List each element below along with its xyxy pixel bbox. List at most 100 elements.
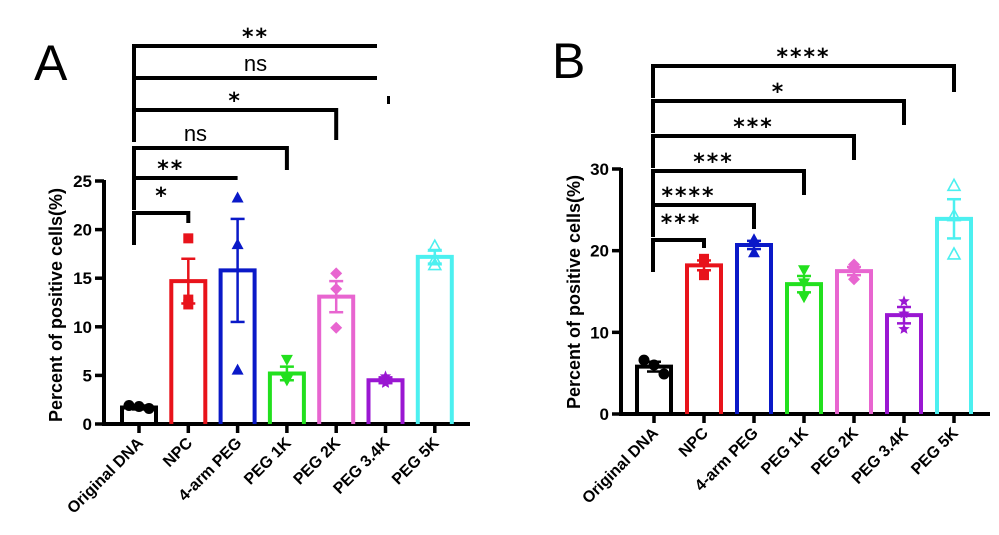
panel-a-x-tick-label-peg-1k: PEG 1K [241, 434, 295, 488]
panel-a-bar-peg-2k [317, 294, 356, 424]
panel-a-data-point-peg-1k [280, 354, 293, 366]
panel-a-data-point-peg-2k [330, 282, 343, 295]
panel-a-significance-label-peg-5k: ** [242, 25, 269, 50]
panel-a-significance-label-peg-3-4k: ns [244, 51, 267, 76]
panel-a-bracket-line-peg-1k [132, 146, 289, 180]
panel-a: A Percent of positive cells(%) 0 5 10 15 20 2… [34, 25, 470, 517]
panel-b-bar-4-arm-peg [735, 242, 773, 414]
panel-a-bracket-line-peg-3-4k [132, 76, 377, 110]
panel-a-data-point-peg-3-4k [379, 370, 392, 382]
panel-a-letter: A [34, 35, 68, 91]
panel-a-data-point-peg-5k [427, 238, 443, 252]
panel-a-y-tick-label: 15 [73, 269, 92, 288]
panel-b-significance: ****************** [651, 45, 956, 272]
panel-a-y-tick-label: 25 [73, 172, 92, 191]
panel-b-bracket-peg-1k: *** [651, 150, 806, 203]
panel-a-data-point-peg-5k [427, 256, 443, 271]
panel-a-data-point-original-dna [133, 401, 145, 413]
panel-a-bar-group-peg-1k [267, 354, 306, 424]
panel-b-significance-label-npc: *** [661, 211, 702, 236]
panel-a-data-point-peg-2k [330, 267, 343, 280]
panel-b-y-tick-label: 10 [590, 323, 609, 342]
panel-a-bar-group-npc [169, 233, 208, 424]
panel-b-bracket-peg-3-4k: * [651, 80, 906, 133]
panel-a-bracket-peg-5k: ** [132, 25, 377, 78]
panel-a-bar-group-original-dna [120, 400, 158, 424]
panel-a-x-tick-label-peg-5k: PEG 5K [389, 434, 443, 488]
panel-b-bracket-line-peg-1k [651, 169, 806, 203]
panel-a-x-tick-label-original-dna: Original DNA [64, 434, 147, 517]
panel-a-bracket-line-npc [132, 211, 191, 245]
panel-a-bar-group-peg-3-4k [366, 370, 405, 424]
panel-b-data-point-npc [699, 256, 709, 267]
panel-a-bracket-line-peg-2k [132, 108, 339, 142]
panel-b-data-point-peg-1k [798, 278, 810, 290]
panel-a-significance-label-npc: * [155, 184, 169, 209]
panel-a-bar-group-peg-5k [415, 238, 454, 424]
panel-a-data-point-peg-2k [330, 321, 343, 334]
panel-b-data-point-peg-1k [798, 265, 810, 277]
panel-b-bar-group-peg-3-4k [885, 295, 923, 414]
panel-a-bracket-line-4-arm-peg [132, 176, 238, 210]
panel-b-data-point-peg-5k [946, 246, 962, 260]
panel-b-bar-group-npc [685, 253, 723, 414]
panel-a-significance-label-peg-1k: ns [184, 121, 207, 146]
panel-b-data-point-peg-5k [946, 177, 962, 192]
panel-b-bracket-peg-5k: **** [651, 45, 956, 98]
panel-b-x-tick-label-peg-5k: PEG 5K [908, 424, 962, 478]
panel-b-bar-group-4-arm-peg [735, 233, 773, 414]
panel-b-bracket-line-peg-2k [651, 134, 856, 168]
panel-a-y-tick-label: 20 [73, 221, 92, 240]
panel-a-bars [120, 191, 454, 424]
panel-b-data-point-peg-1k [798, 292, 810, 304]
panel-b-y-tick-label: 30 [590, 160, 609, 179]
panel-a-significance-label-4-arm-peg: ** [157, 157, 184, 182]
panel-b-data-point-peg-5k [946, 207, 962, 222]
panel-b-bracket-line-4-arm-peg [651, 203, 756, 237]
panel-b-data-point-peg-3-4k [898, 295, 910, 307]
panel-b-significance-label-peg-3-4k: * [772, 80, 786, 105]
panel-b-bar-group-peg-1k [785, 265, 823, 414]
panel-b-x-tick-label-peg-1k: PEG 1K [758, 424, 812, 478]
panel-b-bracket-line-peg-3-4k [651, 99, 906, 133]
panel-b-significance-label-peg-5k: **** [776, 45, 830, 70]
panel-b-bracket-4-arm-peg: **** [651, 184, 756, 237]
panel-b-significance-label-peg-1k: *** [693, 150, 734, 175]
panel-a-data-point-peg-3-4k [379, 377, 392, 388]
panel-b-data-point-original-dna [638, 354, 650, 366]
panel-b-data-point-4-arm-peg [748, 246, 760, 258]
panel-a-data-point-4-arm-peg [231, 363, 244, 375]
panel-b-data-point-4-arm-peg [748, 234, 760, 246]
panel-a-bar-group-4-arm-peg [218, 191, 257, 424]
panel-b-x-tick-label-npc: NPC [676, 424, 712, 460]
panel-b-data-point-peg-2k [848, 262, 860, 275]
panel-a-data-point-original-dna [143, 402, 155, 414]
panel-b-bracket-line-peg-5k [651, 64, 956, 98]
panel-b-data-point-peg-3-4k [898, 307, 910, 319]
panel-a-data-point-npc [183, 233, 194, 244]
panel-a-data-point-npc [183, 299, 194, 310]
panel-b-data-point-original-dna [658, 368, 670, 380]
panel-a-y-tick-label: 5 [83, 366, 92, 385]
panel-a-x-tick-label-npc: NPC [160, 434, 196, 470]
panel-a-y-tick-label: 0 [83, 415, 92, 434]
panel-a-significance: ***ns*ns** [132, 25, 377, 245]
panel-b-bar-group-original-dna [635, 354, 673, 414]
panel-a-bracket-4-arm-peg: ** [132, 157, 238, 210]
panel-b-data-point-peg-3-4k [898, 323, 910, 334]
panel-a-data-point-4-arm-peg [231, 191, 244, 203]
panel-a-y-axis-label: Percent of positive cells(%) [46, 188, 66, 422]
panel-b-bar-peg-1k [785, 282, 823, 414]
panel-a-data-point-peg-1k [280, 375, 293, 387]
panel-b-x-tick-label-original-dna: Original DNA [579, 424, 662, 507]
stray-mark [387, 96, 390, 104]
panel-b-y-axis-label: Percent of positive cells(%) [564, 175, 584, 409]
panel-b-bar-group-peg-5k [935, 177, 973, 414]
panel-b-data-point-npc [699, 270, 709, 281]
panel-b-bar-peg-2k [835, 269, 873, 414]
panel-b-significance-label-4-arm-peg: **** [661, 184, 715, 209]
panel-b-y-tick-label: 20 [590, 242, 609, 261]
panel-a-bar-group-peg-2k [317, 267, 356, 424]
